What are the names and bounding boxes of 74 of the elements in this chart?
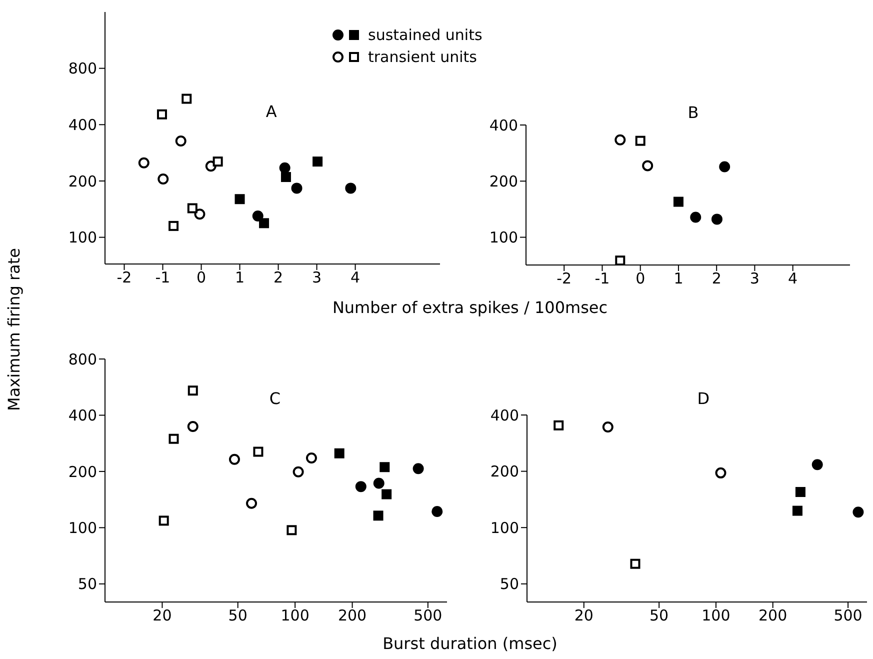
y-tick-label: 200 bbox=[68, 462, 97, 481]
x-tick-label: 1 bbox=[674, 270, 684, 288]
x-axis-title: Burst duration (msec) bbox=[382, 634, 558, 653]
x-tick-label: 20 bbox=[574, 606, 594, 625]
x-tick-label: 3 bbox=[750, 270, 760, 288]
x-tick-label: 4 bbox=[350, 268, 360, 287]
y-tick-label: 100 bbox=[489, 228, 518, 247]
y-tick-label: 800 bbox=[68, 60, 97, 78]
point bbox=[138, 157, 150, 168]
y-tick-label: 400 bbox=[68, 406, 97, 425]
x-tick-label: 500 bbox=[834, 606, 862, 625]
x-tick-label: 50 bbox=[228, 606, 248, 625]
legend-label: transient units bbox=[368, 48, 477, 66]
y-tick-label: 400 bbox=[68, 116, 97, 134]
x-tick-label: -1 bbox=[594, 270, 610, 288]
point bbox=[614, 134, 626, 146]
point bbox=[156, 109, 167, 120]
point bbox=[345, 182, 356, 194]
x-tick-label: 100 bbox=[702, 606, 730, 625]
y-tick-label: 800 bbox=[68, 350, 97, 368]
point bbox=[259, 218, 270, 228]
x-tick-label: 100 bbox=[280, 606, 310, 625]
x-tick-label: 2 bbox=[274, 268, 284, 287]
x-axis-title: Number of extra spikes / 100msec bbox=[331, 298, 609, 317]
point bbox=[175, 136, 186, 147]
x-tick-label: 500 bbox=[414, 606, 442, 625]
y-tick-label: 50 bbox=[78, 575, 97, 594]
x-tick-label: -1 bbox=[155, 268, 170, 287]
y-tick-label: 100 bbox=[68, 519, 97, 537]
annotation: A bbox=[266, 102, 277, 121]
point bbox=[673, 196, 684, 207]
point bbox=[615, 256, 626, 265]
point bbox=[312, 156, 323, 167]
x-tick-label: -2 bbox=[116, 268, 132, 287]
point bbox=[252, 210, 264, 222]
point bbox=[291, 182, 302, 194]
point bbox=[719, 161, 730, 172]
y-tick-label: 100 bbox=[490, 518, 519, 537]
x-tick-label: -2 bbox=[556, 270, 572, 288]
x-tick-label: 200 bbox=[338, 606, 367, 625]
point bbox=[234, 194, 245, 204]
x-tick-label: 4 bbox=[788, 270, 798, 288]
y-tick-label: 400 bbox=[489, 116, 518, 134]
point bbox=[182, 94, 192, 104]
text: D bbox=[697, 389, 710, 408]
x-tick-label: 3 bbox=[312, 268, 322, 287]
y-axis-title: Maximum firing rate bbox=[4, 247, 24, 413]
y-tick-label: 50 bbox=[500, 575, 519, 594]
point bbox=[168, 220, 179, 231]
point bbox=[158, 173, 169, 184]
x-tick-label: 2 bbox=[712, 270, 722, 288]
y-tick-label: 200 bbox=[490, 462, 519, 481]
point bbox=[642, 160, 654, 172]
y-tick-label: 100 bbox=[68, 228, 97, 247]
x-tick-label: 0 bbox=[196, 268, 206, 287]
point bbox=[635, 136, 646, 146]
point bbox=[711, 214, 722, 225]
x-tick-label: 200 bbox=[758, 606, 788, 625]
y-tick-label: 400 bbox=[490, 406, 519, 424]
point bbox=[194, 208, 206, 220]
x-tick-label: 20 bbox=[152, 606, 172, 625]
point bbox=[212, 156, 223, 167]
point bbox=[280, 172, 291, 182]
y-tick-label: 200 bbox=[489, 172, 518, 190]
x-tick-label: 0 bbox=[636, 270, 646, 288]
legend-label: sustained units bbox=[368, 26, 482, 44]
x-tick-label: 50 bbox=[650, 606, 669, 625]
x-tick-label: 1 bbox=[234, 268, 245, 287]
y-tick-label: 200 bbox=[68, 172, 97, 190]
annotation: C bbox=[269, 389, 281, 408]
point bbox=[279, 162, 290, 174]
point bbox=[187, 203, 198, 214]
point bbox=[690, 212, 702, 223]
text: B bbox=[688, 103, 699, 122]
